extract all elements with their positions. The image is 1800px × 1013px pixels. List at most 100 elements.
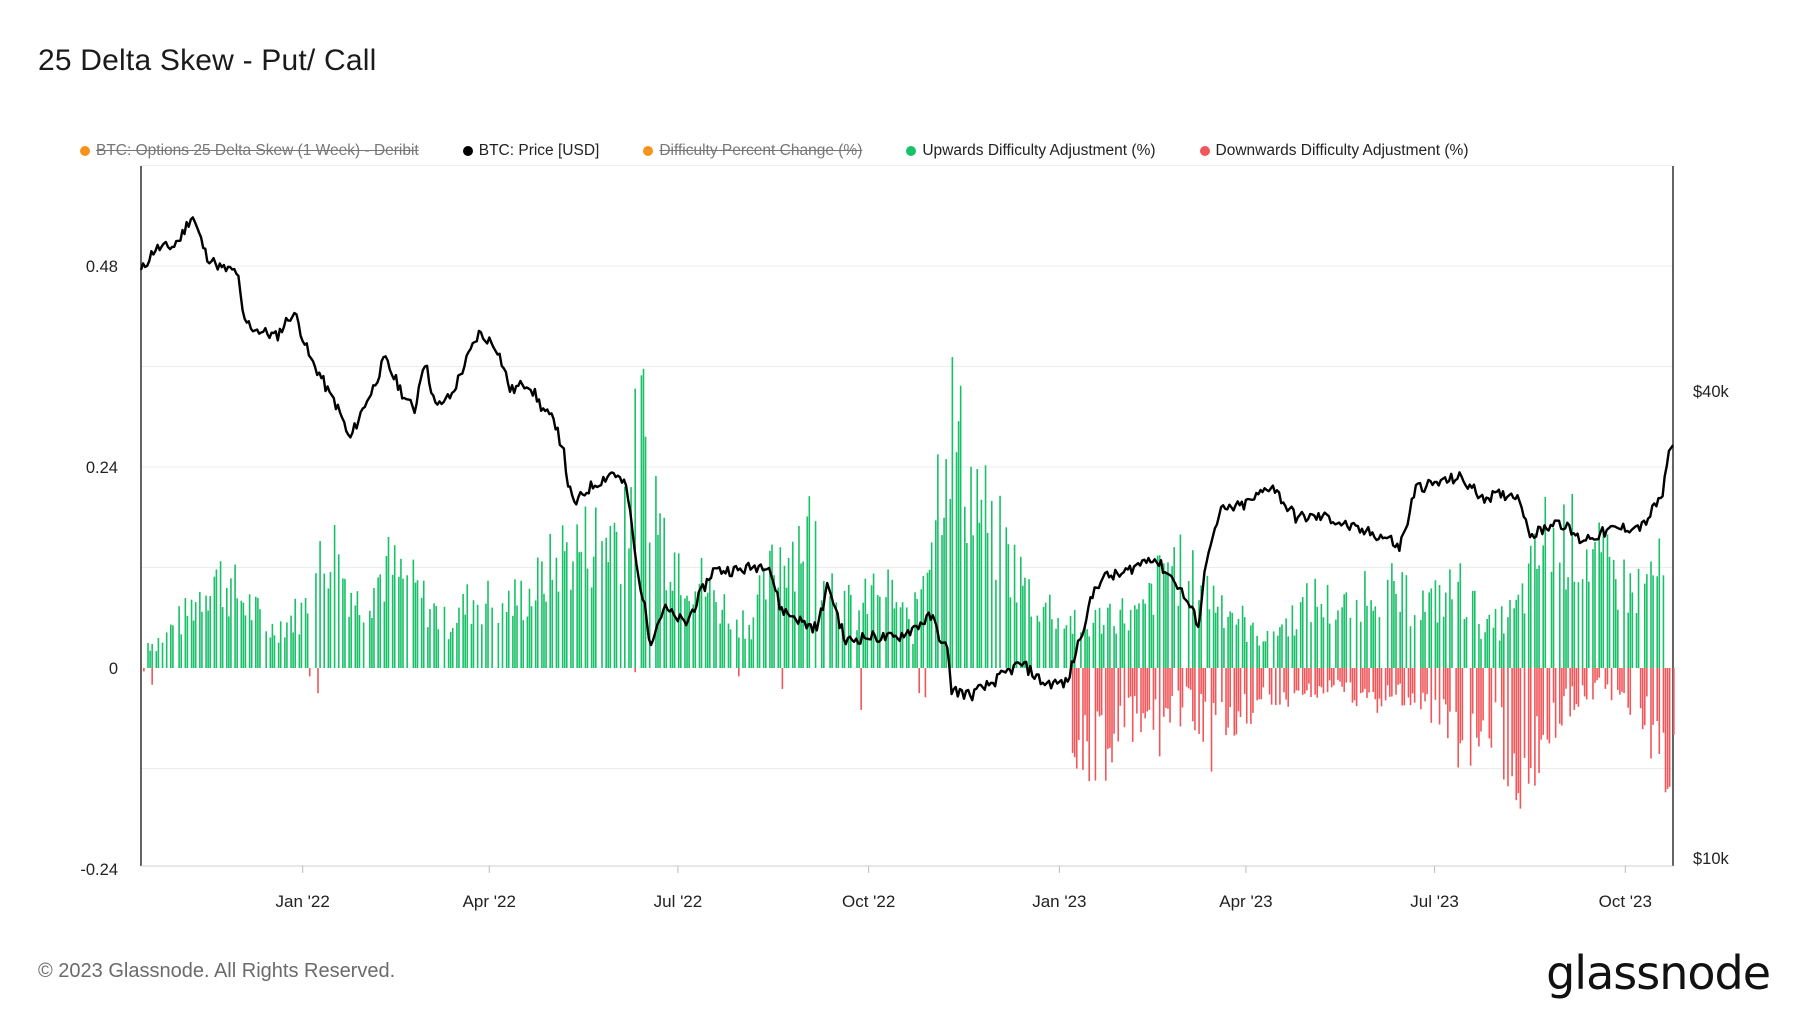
upward-bar <box>835 602 838 668</box>
upward-bar <box>541 561 543 668</box>
upward-bar <box>758 575 761 668</box>
upward-bar <box>752 617 755 668</box>
legend-item-downwards[interactable]: Downwards Difficulty Adjustment (%) <box>1199 142 1468 160</box>
upward-bar <box>847 584 850 668</box>
upward-bar <box>151 644 153 668</box>
upward-bar <box>315 573 317 668</box>
downward-bar <box>1523 668 1526 758</box>
upward-bar <box>269 637 272 668</box>
y-left-tick-label: 0 <box>109 660 118 678</box>
downward-bar <box>1303 668 1306 694</box>
upward-bar <box>1538 565 1540 668</box>
upward-bar <box>1565 589 1567 668</box>
upward-bar <box>1349 617 1352 668</box>
upward-bar <box>400 558 402 668</box>
downward-bar <box>1378 668 1381 699</box>
legend-label: Difficulty Percent Change (%) <box>659 142 863 159</box>
downward-bar <box>1204 668 1207 702</box>
downward-bar <box>1426 668 1428 695</box>
upward-bar <box>1094 609 1097 668</box>
downward-bar <box>1123 668 1126 728</box>
downward-bar <box>1471 668 1474 714</box>
downward-bar <box>1320 668 1323 688</box>
downward-bar <box>1364 668 1366 689</box>
y-right-tick-label: $40k <box>1693 383 1730 401</box>
downward-bar <box>1134 668 1136 696</box>
upward-bar <box>1167 562 1169 668</box>
upward-bar <box>576 524 578 668</box>
upward-bar <box>348 616 350 668</box>
upward-bar <box>1171 566 1173 668</box>
upward-bar <box>255 596 257 668</box>
upward-bar <box>704 596 707 668</box>
upward-bar <box>1119 609 1122 668</box>
downward-bar <box>1250 668 1252 724</box>
legend-item-skew[interactable]: BTC: Options 25 Delta Skew (1 Week) - De… <box>80 142 419 160</box>
downward-bar <box>1488 668 1491 739</box>
downward-bar <box>1096 668 1099 712</box>
upward-bar <box>959 385 962 668</box>
downward-bar <box>1442 668 1445 700</box>
upward-bar <box>1552 527 1555 668</box>
upward-bar <box>1156 555 1159 668</box>
downward-bar <box>1619 668 1621 695</box>
upward-bar <box>1536 568 1538 668</box>
downward-bar <box>1341 668 1343 687</box>
downward-bar <box>1401 668 1404 706</box>
upward-bar <box>294 598 297 668</box>
downward-bar <box>1127 668 1130 698</box>
downward-bar <box>1245 668 1248 724</box>
upward-bar <box>572 561 574 668</box>
downward-bar <box>634 668 636 673</box>
upward-bar <box>1488 614 1491 668</box>
downward-bar <box>1598 668 1600 678</box>
upward-bar <box>526 616 529 668</box>
upward-bar <box>999 495 1001 668</box>
downward-bar <box>1293 668 1296 694</box>
upward-bar <box>831 573 833 668</box>
upward-bar <box>1055 628 1057 668</box>
upward-bar <box>814 521 817 668</box>
upward-bar <box>905 607 908 668</box>
upward-bar <box>1571 493 1574 668</box>
downward-bar <box>1359 668 1362 694</box>
upward-bar <box>957 421 960 668</box>
downward-bar <box>1434 668 1437 700</box>
downward-bar <box>1104 668 1107 781</box>
upward-bar <box>856 630 858 668</box>
upward-bar <box>466 584 469 668</box>
upward-bar <box>234 564 236 668</box>
upward-bar <box>178 606 180 668</box>
upward-bar <box>1009 597 1012 668</box>
upward-bar <box>1243 617 1246 668</box>
upward-bar <box>1322 617 1325 668</box>
upward-bar <box>607 562 610 668</box>
upward-bar <box>1214 612 1217 668</box>
upward-bar <box>1221 595 1223 668</box>
upward-bar <box>549 533 551 668</box>
upward-bar <box>657 534 659 668</box>
x-tick-label: Apr '23 <box>1219 892 1272 911</box>
upward-bar <box>891 579 894 668</box>
upward-bar <box>615 531 618 668</box>
upward-bar <box>642 368 645 668</box>
upward-bar <box>1401 572 1404 668</box>
upward-bar <box>1007 544 1010 668</box>
upward-bar <box>1471 590 1474 668</box>
legend-item-upwards[interactable]: Upwards Difficulty Adjustment (%) <box>906 142 1156 160</box>
upward-bar <box>601 541 603 668</box>
downward-bar <box>1666 668 1669 789</box>
upward-bar <box>1129 609 1132 668</box>
legend-item-price[interactable]: BTC: Price [USD] <box>462 142 599 160</box>
upward-bar <box>1024 577 1026 668</box>
legend-item-difficulty-change[interactable]: Difficulty Percent Change (%) <box>643 142 862 160</box>
downward-bar <box>1552 668 1555 703</box>
upward-bar <box>414 582 417 668</box>
upward-bar <box>447 639 450 668</box>
downward-bar <box>1165 668 1167 708</box>
upward-bar <box>416 580 419 668</box>
downward-bar <box>1656 668 1659 722</box>
upward-bar <box>1606 534 1609 668</box>
upward-bar <box>1123 623 1126 668</box>
